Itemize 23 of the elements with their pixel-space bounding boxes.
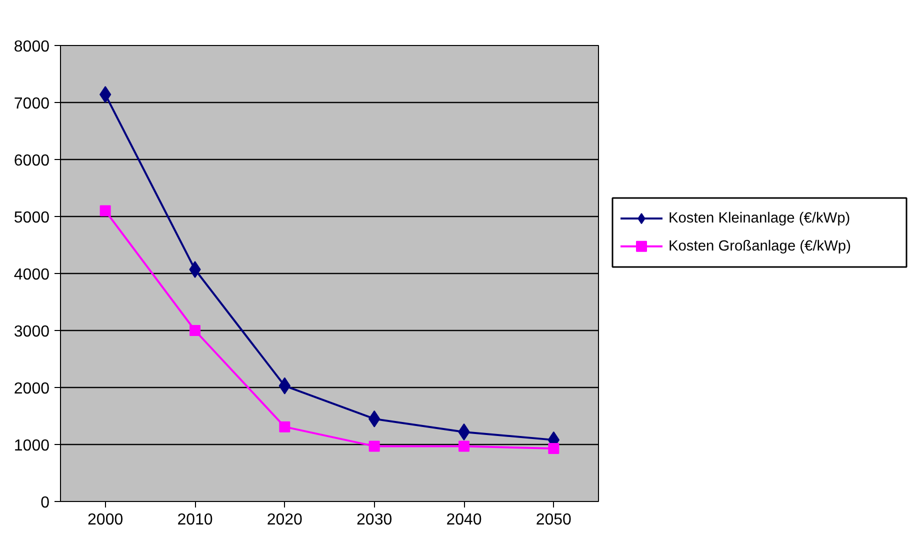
x-tick-label: 2000 — [88, 512, 124, 528]
point — [368, 440, 380, 452]
y-tick-label: 5000 — [14, 210, 50, 226]
x-tick-label: 2050 — [536, 512, 572, 528]
point — [548, 442, 560, 454]
y-tick-label: 0 — [40, 494, 50, 512]
y-tick-label: 4000 — [14, 266, 50, 284]
x-tick-label: 2040 — [446, 512, 482, 528]
y-tick-label: 6000 — [14, 152, 50, 170]
point — [279, 421, 290, 432]
x-tick-label: 2020 — [266, 512, 303, 528]
y-tick-label: 2000 — [14, 380, 50, 398]
x-tick-label: 2030 — [356, 512, 392, 528]
point — [100, 205, 111, 216]
y-tick-label: 8000 — [14, 38, 50, 56]
legend-label: Kosten Kleinanlage (€/kWp) — [668, 210, 850, 227]
y-tick-label: 7000 — [14, 96, 50, 112]
legend-label: Kosten Großanlage (€/kWp) — [668, 238, 851, 254]
x-tick-label: 2010 — [177, 512, 213, 528]
y-tick-label: 1000 — [14, 438, 50, 454]
point — [190, 325, 200, 336]
y-tick-label: 3000 — [14, 324, 50, 340]
point — [458, 440, 470, 452]
